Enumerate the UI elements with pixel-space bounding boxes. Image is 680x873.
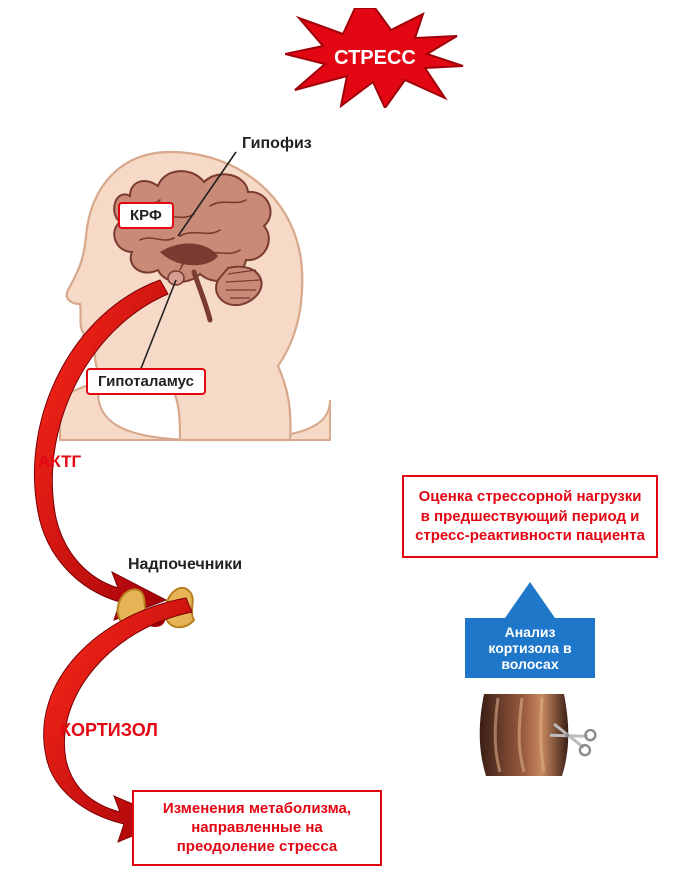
krf-label-box: КРФ	[118, 202, 174, 229]
analysis-arrow-icon	[505, 582, 555, 618]
cortisol-label: КОРТИЗОЛ	[60, 720, 158, 741]
metabolism-box: Изменения метаболизма, направленные на п…	[132, 790, 382, 866]
analysis-text: Анализ кортизола в волосах	[469, 624, 591, 672]
metabolism-text: Изменения метаболизма, направленные на п…	[163, 800, 351, 855]
analysis-box: Анализ кортизола в волосах	[465, 618, 595, 678]
krf-label: КРФ	[130, 207, 162, 224]
stress-label: СТРЕСС	[285, 8, 465, 108]
acth-label: АКТГ	[38, 452, 81, 472]
assessment-box: Оценка стрессорной нагрузки в предшеству…	[402, 475, 658, 558]
adrenal-label: Надпочечники	[128, 556, 242, 574]
hair-sample-image	[478, 690, 598, 790]
hypophysis-label: Гипофиз	[242, 135, 312, 153]
assessment-text: Оценка стрессорной нагрузки в предшеству…	[415, 488, 645, 544]
stress-starburst: СТРЕСС	[285, 8, 465, 108]
